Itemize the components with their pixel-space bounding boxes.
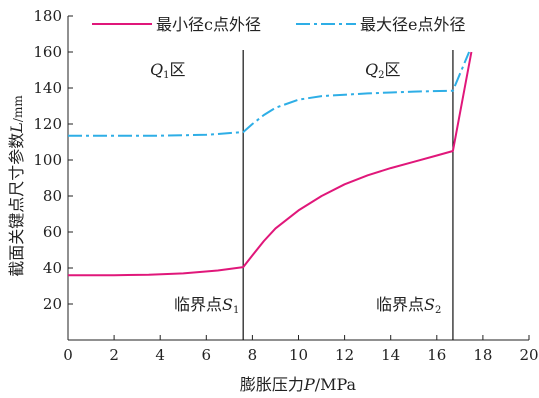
- x-tick-label-0: 0: [63, 346, 73, 364]
- annotation-q2-sub: 2: [378, 70, 384, 81]
- annotation-s2-var: S: [424, 295, 435, 314]
- annotation-s2-prefix: 临界点: [376, 295, 424, 314]
- legend-label-series-1: 最小径c点外径: [156, 15, 261, 34]
- y-tick-label-20: 20: [43, 295, 62, 313]
- y-tick-label-80: 80: [43, 187, 62, 205]
- annotation-q1-sub: 1: [163, 70, 169, 81]
- y-tick-label-60: 60: [43, 223, 62, 241]
- y-ticks: 20 40 60 80 100 120 140 160 180: [33, 7, 73, 313]
- y-axis-title-prefix: 截面关键点尺寸参数: [7, 133, 26, 277]
- critical-lines: [242, 50, 454, 340]
- y-axis-title-unit: /mm: [11, 95, 25, 122]
- annotation-q1-var: Q: [150, 60, 163, 79]
- series-group: [68, 51, 473, 277]
- y-tick-label-100: 100: [33, 151, 62, 169]
- x-ticks: 0 2 4 6 8 10 12 14 16 18 20: [63, 335, 539, 364]
- plot-axes: [67, 16, 529, 341]
- x-tick-label-16: 16: [427, 346, 446, 364]
- x-tick-label-10: 10: [289, 346, 308, 364]
- x-tick-label-14: 14: [381, 346, 400, 364]
- annotation-q2-var: Q: [365, 60, 378, 79]
- y-tick-label-160: 160: [33, 43, 62, 61]
- series-line-2: [68, 51, 471, 137]
- x-tick-label-18: 18: [473, 346, 492, 364]
- series-line-1: [68, 51, 473, 277]
- annotation-s1-sub: 1: [233, 305, 239, 316]
- annotation-s2-sub: 2: [435, 305, 441, 316]
- y-tick-label-180: 180: [33, 7, 62, 25]
- y-axis-title: 截面关键点尺寸参数L/mm: [7, 95, 26, 277]
- legend: 最小径c点外径 最大径e点外径: [92, 15, 465, 34]
- annotation-q2-region: Q2区: [365, 60, 401, 81]
- x-tick-label-2: 2: [109, 346, 119, 364]
- annotation-q2-suffix: 区: [385, 60, 401, 79]
- x-tick-label-12: 12: [335, 346, 354, 364]
- y-tick-label-40: 40: [43, 259, 62, 277]
- annotation-critical-point-s2: 临界点S2: [376, 295, 441, 316]
- annotation-q1-region: Q1区: [150, 60, 186, 81]
- annotation-s1-prefix: 临界点: [174, 295, 222, 314]
- x-tick-label-6: 6: [202, 346, 212, 364]
- x-tick-label-8: 8: [248, 346, 258, 364]
- y-tick-label-120: 120: [33, 115, 62, 133]
- x-tick-label-4: 4: [155, 346, 165, 364]
- x-axis-title: 膨胀压力P/MPa: [240, 375, 357, 394]
- annotation-critical-point-s1: 临界点S1: [174, 295, 239, 316]
- annotation-q1-suffix: 区: [170, 60, 186, 79]
- legend-label-series-2: 最大径e点外径: [360, 15, 465, 34]
- y-tick-label-140: 140: [33, 79, 62, 97]
- x-axis-title-prefix: 膨胀压力: [240, 375, 304, 394]
- x-axis-title-var: P: [303, 375, 315, 394]
- y-axis-title-var: L: [7, 122, 26, 134]
- annotation-s1-var: S: [222, 295, 233, 314]
- x-axis-title-unit: /MPa: [315, 375, 357, 394]
- x-tick-label-20: 20: [519, 346, 538, 364]
